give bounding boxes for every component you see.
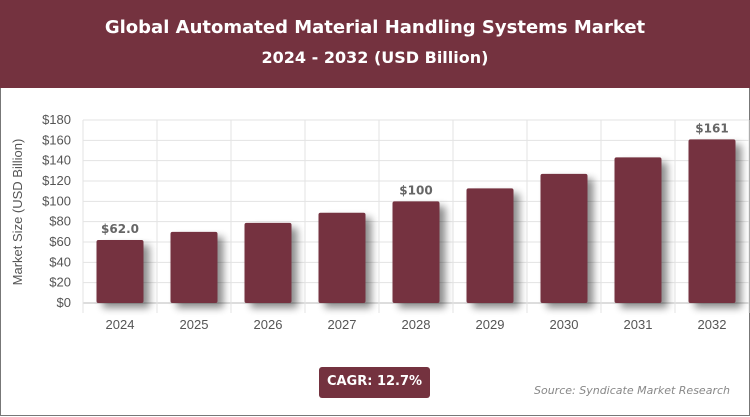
bar-2026 [244, 222, 292, 303]
bar-2027 [318, 212, 366, 303]
bar-2025 [170, 231, 218, 303]
bar-2030 [540, 173, 588, 303]
y-tick-label: $120 [42, 173, 71, 188]
chart-header: Global Automated Material Handling Syste… [0, 0, 750, 88]
bar-2029 [466, 188, 514, 303]
bar-2031 [614, 157, 662, 303]
y-tick-label: $60 [49, 234, 71, 249]
y-tick-label: $80 [49, 214, 71, 229]
x-tick-label: 2028 [402, 317, 431, 332]
data-label: $161 [695, 121, 728, 135]
data-label: $62.0 [101, 222, 139, 236]
chart-subtitle: 2024 - 2032 (USD Billion) [261, 48, 489, 67]
y-tick-label: $0 [57, 295, 71, 310]
bar-2032 [688, 139, 736, 303]
chart-title: Global Automated Material Handling Syste… [104, 17, 646, 38]
x-tick-label: 2029 [476, 317, 505, 332]
y-tick-label: $180 [42, 112, 71, 127]
source-note: Source: Syndicate Market Research [534, 384, 730, 397]
y-tick-label: $40 [49, 254, 71, 269]
x-tick-label: 2027 [328, 317, 357, 332]
cagr-badge: CAGR: 12.7% [319, 367, 430, 398]
x-tick-label: 2025 [180, 317, 209, 332]
data-label: $100 [399, 183, 432, 197]
x-tick-label: 2030 [550, 317, 579, 332]
x-tick-label: 2031 [624, 317, 653, 332]
bar-2024 [96, 239, 144, 303]
x-tick-label: 2026 [254, 317, 283, 332]
y-tick-label: $100 [42, 193, 71, 208]
bar-2028 [392, 201, 440, 303]
x-tick-label: 2032 [698, 317, 727, 332]
y-tick-label: $20 [49, 275, 71, 290]
y-tick-label: $160 [42, 132, 71, 147]
y-tick-label: $140 [42, 153, 71, 168]
y-axis-label: Market Size (USD Billion) [10, 139, 25, 286]
x-tick-label: 2024 [106, 317, 135, 332]
